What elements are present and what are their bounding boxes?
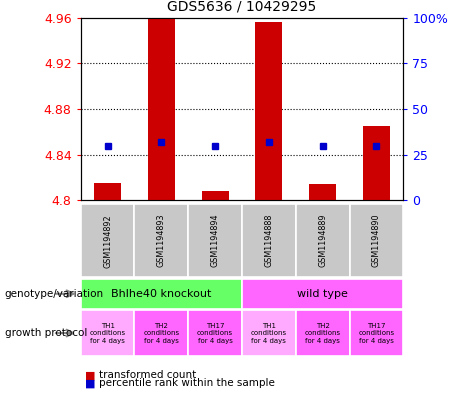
Text: transformed count: transformed count: [99, 370, 196, 380]
Text: Bhlhe40 knockout: Bhlhe40 knockout: [111, 289, 212, 299]
Text: GSM1194890: GSM1194890: [372, 214, 381, 268]
Bar: [148, 18, 175, 200]
Text: GSM1194888: GSM1194888: [265, 214, 273, 267]
Bar: [255, 22, 282, 200]
Text: growth protocol: growth protocol: [5, 328, 87, 338]
Title: GDS5636 / 10429295: GDS5636 / 10429295: [167, 0, 317, 14]
Text: TH1
conditions
for 4 days: TH1 conditions for 4 days: [89, 323, 126, 343]
Text: GSM1194892: GSM1194892: [103, 214, 112, 268]
Text: wild type: wild type: [297, 289, 348, 299]
Text: genotype/variation: genotype/variation: [5, 289, 104, 299]
Text: percentile rank within the sample: percentile rank within the sample: [99, 378, 275, 388]
Text: TH17
conditions
for 4 days: TH17 conditions for 4 days: [197, 323, 233, 343]
Text: ■: ■: [85, 370, 96, 380]
Bar: [309, 184, 336, 200]
Bar: [363, 126, 390, 200]
Bar: [94, 183, 121, 200]
Bar: [201, 191, 229, 200]
Text: TH1
conditions
for 4 days: TH1 conditions for 4 days: [251, 323, 287, 343]
Text: TH2
conditions
for 4 days: TH2 conditions for 4 days: [143, 323, 179, 343]
Text: GSM1194889: GSM1194889: [318, 214, 327, 268]
Text: ■: ■: [85, 378, 96, 388]
Text: GSM1194894: GSM1194894: [211, 214, 219, 268]
Text: GSM1194893: GSM1194893: [157, 214, 166, 268]
Text: TH2
conditions
for 4 days: TH2 conditions for 4 days: [305, 323, 341, 343]
Text: TH17
conditions
for 4 days: TH17 conditions for 4 days: [358, 323, 395, 343]
